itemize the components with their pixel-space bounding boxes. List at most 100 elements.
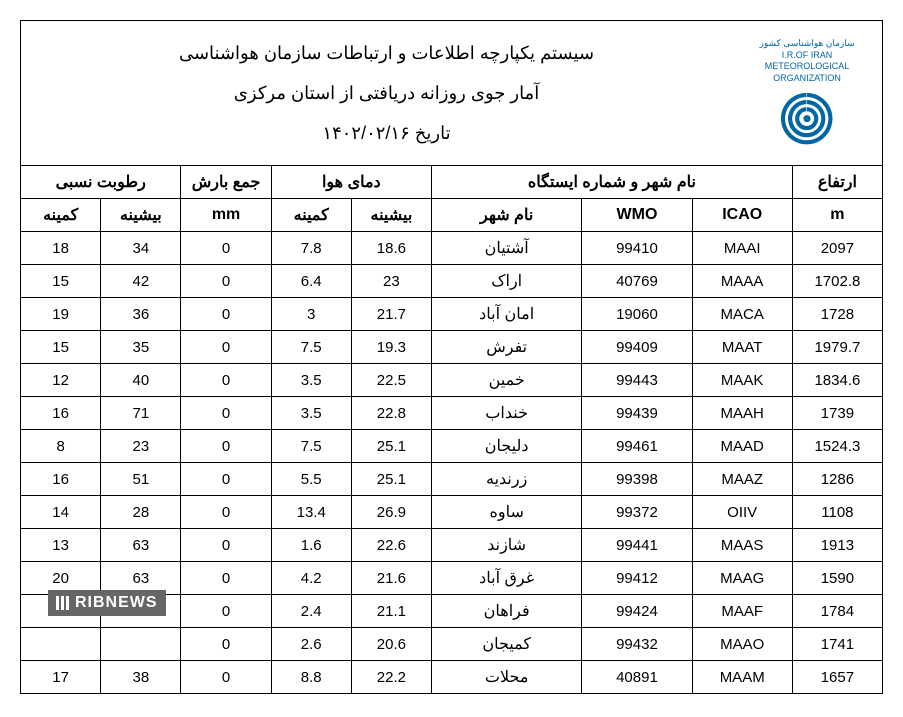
cell-tmin: 2.4: [271, 595, 351, 628]
cell-city: اراک: [431, 265, 581, 298]
table-row: 2097MAAI99410آشتیان18.67.803418: [21, 232, 883, 265]
cell-mm: 0: [181, 331, 271, 364]
cell-m: 1834.6: [792, 364, 882, 397]
cell-hmin: 8: [21, 430, 101, 463]
cell-hmin: 18: [21, 232, 101, 265]
table-row: 1524.3MAAD99461دلیجان25.17.50238: [21, 430, 883, 463]
cell-tmin: 5.5: [271, 463, 351, 496]
sub-hmin: کمینه: [21, 199, 101, 232]
table-row: 1834.6MAAK99443خمین22.53.504012: [21, 364, 883, 397]
cell-icao: MAAZ: [692, 463, 792, 496]
cell-wmo: 99424: [582, 595, 692, 628]
table-row: 1739MAAH99439خنداب22.83.507116: [21, 397, 883, 430]
cell-m: 1728: [792, 298, 882, 331]
table-body: 2097MAAI99410آشتیان18.67.8034181702.8MAA…: [21, 232, 883, 694]
cell-mm: 0: [181, 529, 271, 562]
cell-m: 1784: [792, 595, 882, 628]
cell-city: امان آباد: [431, 298, 581, 331]
cell-tmin: 3: [271, 298, 351, 331]
sub-m: m: [792, 199, 882, 232]
cell-hmin: 15: [21, 331, 101, 364]
cell-m: 2097: [792, 232, 882, 265]
cell-hmin: 17: [21, 661, 101, 694]
cell-tmin: 7.8: [271, 232, 351, 265]
org-logo: سازمان هواشناسی کشور I.R.OF IRAN METEORO…: [752, 38, 862, 148]
title-line-1: سیستم یکپارچه اطلاعات و ارتباطات سازمان …: [41, 35, 732, 71]
cell-hmin: 12: [21, 364, 101, 397]
cell-icao: MAAF: [692, 595, 792, 628]
cell-mm: 0: [181, 265, 271, 298]
cell-tmax: 19.3: [351, 331, 431, 364]
cell-wmo: 40769: [582, 265, 692, 298]
cell-mm: 0: [181, 430, 271, 463]
cell-mm: 0: [181, 463, 271, 496]
cell-wmo: 40891: [582, 661, 692, 694]
cell-mm: 0: [181, 628, 271, 661]
cell-mm: 0: [181, 397, 271, 430]
cell-hmax: 34: [101, 232, 181, 265]
cell-wmo: 99372: [582, 496, 692, 529]
cell-icao: MAAD: [692, 430, 792, 463]
cell-mm: 0: [181, 298, 271, 331]
report-header: سازمان هواشناسی کشور I.R.OF IRAN METEORO…: [20, 20, 883, 166]
title-line-3: تاریخ ۱۴۰۲/۰۲/۱۶: [41, 115, 732, 151]
cell-hmin: 14: [21, 496, 101, 529]
cell-tmax: 20.6: [351, 628, 431, 661]
cell-city: خنداب: [431, 397, 581, 430]
cell-tmax: 23: [351, 265, 431, 298]
cell-mm: 0: [181, 595, 271, 628]
cell-m: 1739: [792, 397, 882, 430]
cell-tmin: 4.2: [271, 562, 351, 595]
table-row: 1728MACA19060امان آباد21.7303619: [21, 298, 883, 331]
cell-hmax: 23: [101, 430, 181, 463]
cell-icao: MAAT: [692, 331, 792, 364]
cell-icao: MAAS: [692, 529, 792, 562]
org-name-fa: سازمان هواشناسی کشور: [759, 38, 854, 50]
cell-tmax: 21.6: [351, 562, 431, 595]
cell-icao: MACA: [692, 298, 792, 331]
cell-hmax: 38: [101, 661, 181, 694]
cell-city: دلیجان: [431, 430, 581, 463]
cell-hmin: 16: [21, 397, 101, 430]
cell-icao: MAAA: [692, 265, 792, 298]
cell-icao: MAAH: [692, 397, 792, 430]
cell-mm: 0: [181, 661, 271, 694]
cell-hmax: [101, 628, 181, 661]
cell-m: 1590: [792, 562, 882, 595]
header-titles: سیستم یکپارچه اطلاعات و ارتباطات سازمان …: [41, 31, 732, 155]
table-row: 1657MAAM40891محلات22.28.803817: [21, 661, 883, 694]
cell-city: آشتیان: [431, 232, 581, 265]
cell-wmo: 99412: [582, 562, 692, 595]
table-row: 1741MAAO99432کمیجان20.62.60: [21, 628, 883, 661]
cell-icao: MAAK: [692, 364, 792, 397]
col-station: نام شهر و شماره ایستگاه: [431, 166, 792, 199]
cell-wmo: 99439: [582, 397, 692, 430]
sub-header-row: m ICAO WMO نام شهر بیشینه کمینه mm بیشین…: [21, 199, 883, 232]
cell-tmin: 7.5: [271, 331, 351, 364]
title-line-2: آمار جوی روزانه دریافتی از استان مرکزی: [41, 75, 732, 111]
sub-icao: ICAO: [692, 199, 792, 232]
table-row: 1702.8MAAA40769اراک236.404215: [21, 265, 883, 298]
cell-m: 1741: [792, 628, 882, 661]
cell-hmax: 28: [101, 496, 181, 529]
cell-tmax: 22.8: [351, 397, 431, 430]
cell-mm: 0: [181, 562, 271, 595]
cell-hmin: 15: [21, 265, 101, 298]
cell-city: کمیجان: [431, 628, 581, 661]
sub-tmax: بیشینه: [351, 199, 431, 232]
cell-tmin: 3.5: [271, 397, 351, 430]
cell-tmax: 25.1: [351, 463, 431, 496]
cell-tmax: 25.1: [351, 430, 431, 463]
cell-m: 1657: [792, 661, 882, 694]
sub-hmax: بیشینه: [101, 199, 181, 232]
cell-tmax: 22.5: [351, 364, 431, 397]
cell-m: 1524.3: [792, 430, 882, 463]
cell-tmax: 18.6: [351, 232, 431, 265]
cell-tmax: 22.2: [351, 661, 431, 694]
cell-hmax: 35: [101, 331, 181, 364]
col-elevation: ارتفاع: [792, 166, 882, 199]
org-name-en3: ORGANIZATION: [759, 73, 854, 85]
watermark-text: RIBNEWS: [75, 594, 158, 612]
cell-tmin: 6.4: [271, 265, 351, 298]
cell-tmax: 26.9: [351, 496, 431, 529]
